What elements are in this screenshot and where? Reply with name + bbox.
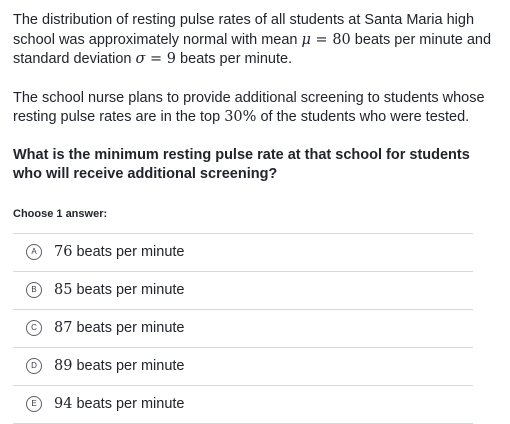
problem-text: The distribution of resting pulse rates …	[13, 12, 475, 48]
choice-unit: beats per minute	[72, 244, 185, 260]
choice-unit: beats per minute	[72, 320, 185, 336]
exercise-content: The distribution of resting pulse rates …	[13, 11, 497, 424]
problem-text: of the students who were tested.	[256, 109, 470, 125]
choice-letter-a-icon: A	[26, 244, 42, 260]
choice-value: 94	[54, 396, 73, 412]
choice-label: 89 beats per minute	[54, 358, 185, 374]
choice-b[interactable]: B 85 beats per minute	[13, 272, 473, 310]
problem-text: beats per minute and standard deviation	[13, 31, 492, 68]
problem-paragraph-1: The distribution of resting pulse rates …	[13, 11, 497, 70]
choice-unit: beats per minute	[72, 358, 185, 374]
percent-value: 30%	[224, 109, 257, 125]
sd-value: = 9	[145, 51, 177, 67]
problem-text: The school nurse plans to provide additi…	[13, 89, 485, 126]
problem-paragraph-2: The school nurse plans to provide additi…	[13, 89, 497, 128]
choice-e[interactable]: E 94 beats per minute	[13, 386, 473, 424]
choice-letter-c-icon: C	[26, 320, 42, 336]
choice-unit: beats per minute	[72, 282, 185, 298]
problem-text: beats per minute.	[176, 51, 293, 67]
choice-label: 85 beats per minute	[54, 282, 185, 298]
choice-c[interactable]: C 87 beats per minute	[13, 310, 473, 348]
choice-letter-d-icon: D	[26, 358, 42, 374]
question-text: What is the minimum resting pulse rate a…	[13, 146, 470, 183]
choice-label: 94 beats per minute	[54, 396, 185, 412]
sigma-symbol: σ	[135, 51, 146, 67]
answer-choices: A 76 beats per minute B 85 beats per min…	[13, 232, 473, 424]
choice-value: 76	[54, 244, 73, 260]
mean-value: = 80	[310, 31, 351, 48]
choice-letter-e-icon: E	[26, 396, 42, 412]
choose-label: Choose 1 answer:	[13, 207, 108, 220]
choice-letter-b-icon: B	[26, 282, 42, 298]
choice-label: 87 beats per minute	[54, 320, 185, 336]
choice-value: 85	[54, 282, 73, 298]
choice-d[interactable]: D 89 beats per minute	[13, 348, 473, 386]
choice-label: 76 beats per minute	[54, 244, 185, 260]
choice-unit: beats per minute	[72, 396, 185, 412]
choice-a[interactable]: A 76 beats per minute	[13, 234, 473, 272]
choice-value: 87	[54, 320, 73, 336]
mu-symbol: μ	[301, 31, 311, 48]
choice-value: 89	[54, 358, 73, 374]
